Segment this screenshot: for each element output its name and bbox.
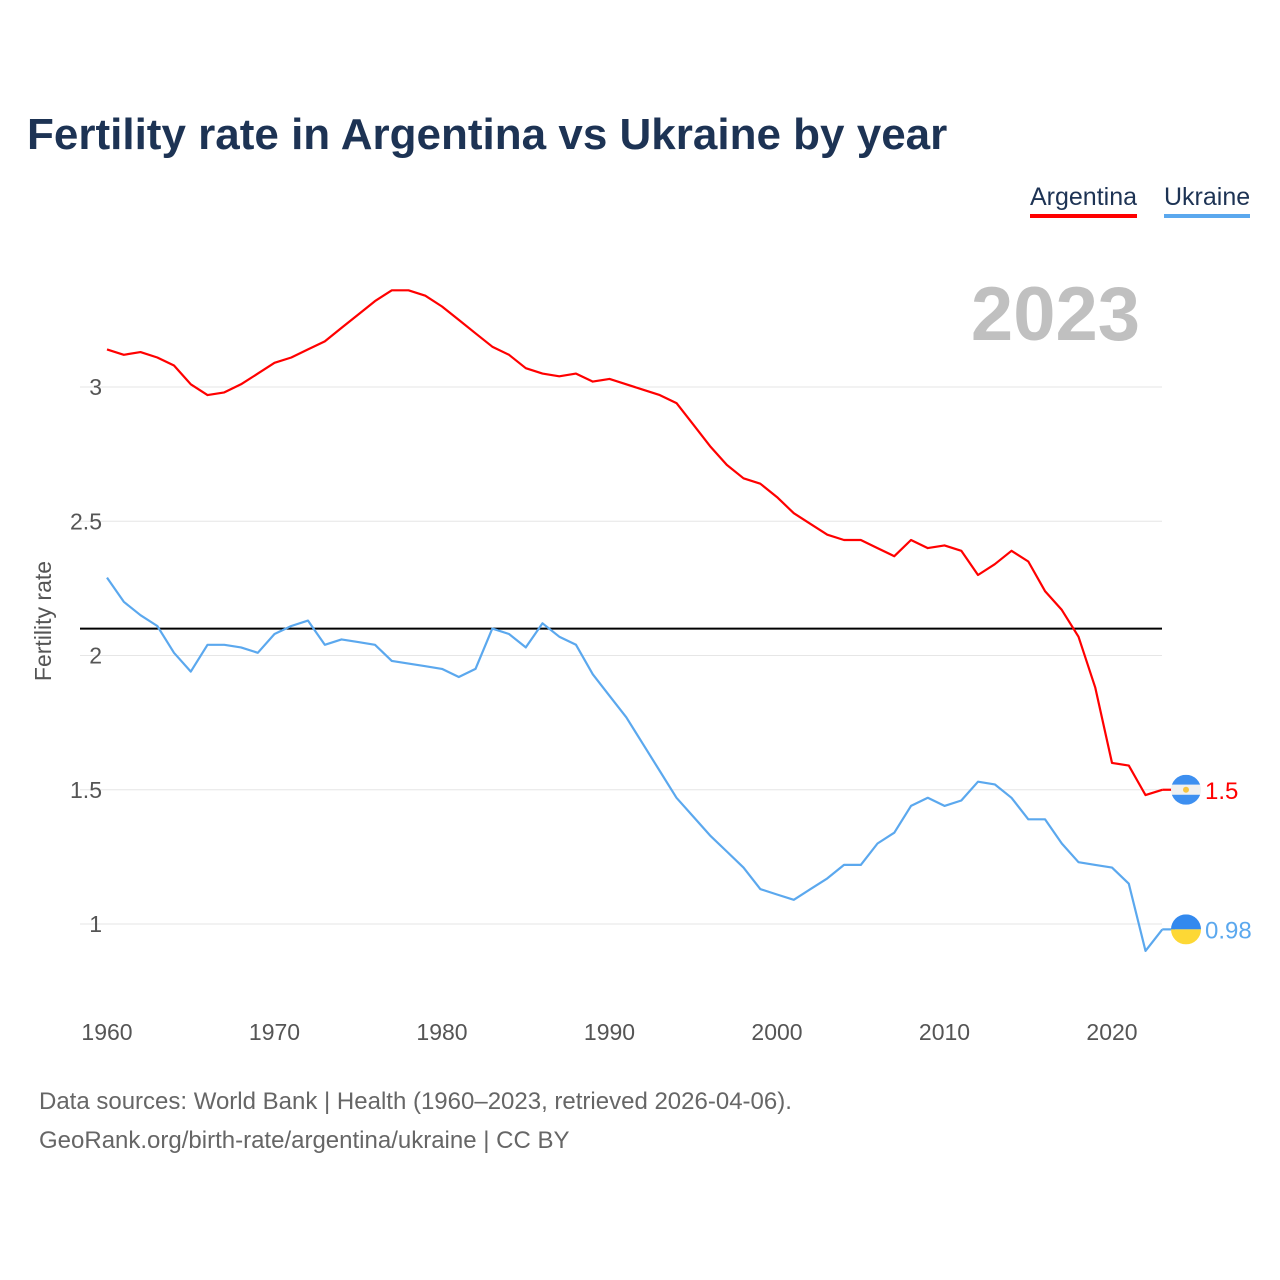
end-value-label-argentina: 1.5 — [1205, 778, 1238, 805]
legend-argentina[interactable]: Argentina — [1030, 183, 1138, 218]
y-tick-label: 1 — [89, 911, 102, 937]
series-line-argentina — [106, 289, 1163, 797]
year-watermark: 2023 — [971, 272, 1140, 357]
source-line-2[interactable]: GeoRank.org/birth-rate/argentina/ukraine… — [39, 1127, 570, 1154]
x-tick-label: 1980 — [416, 1019, 467, 1045]
y-tick-label: 3 — [89, 374, 102, 400]
x-tick-label: 1990 — [584, 1019, 635, 1045]
y-tick-label: 1.5 — [70, 777, 102, 803]
x-tick-label: 1970 — [249, 1019, 300, 1045]
series-line-ukraine — [106, 576, 1164, 953]
chart-title: Fertility rate in Argentina vs Ukraine b… — [27, 110, 948, 159]
x-tick-label: 1960 — [81, 1019, 132, 1045]
source-line-1: Data sources: World Bank | Health (1960–… — [39, 1088, 792, 1115]
argentina-flag-icon — [1171, 774, 1201, 805]
y-tick-label: 2 — [89, 643, 102, 669]
x-tick-label: 2000 — [751, 1019, 802, 1045]
y-axis-label: Fertility rate — [30, 561, 56, 681]
x-tick-label: 2020 — [1086, 1019, 1137, 1045]
y-tick-label: 2.5 — [70, 508, 102, 534]
end-value-label-ukraine: 0.98 — [1205, 917, 1252, 944]
ukraine-flag-icon — [1171, 914, 1201, 945]
x-tick-label: 2010 — [919, 1019, 970, 1045]
legend-ukraine[interactable]: Ukraine — [1164, 183, 1251, 218]
